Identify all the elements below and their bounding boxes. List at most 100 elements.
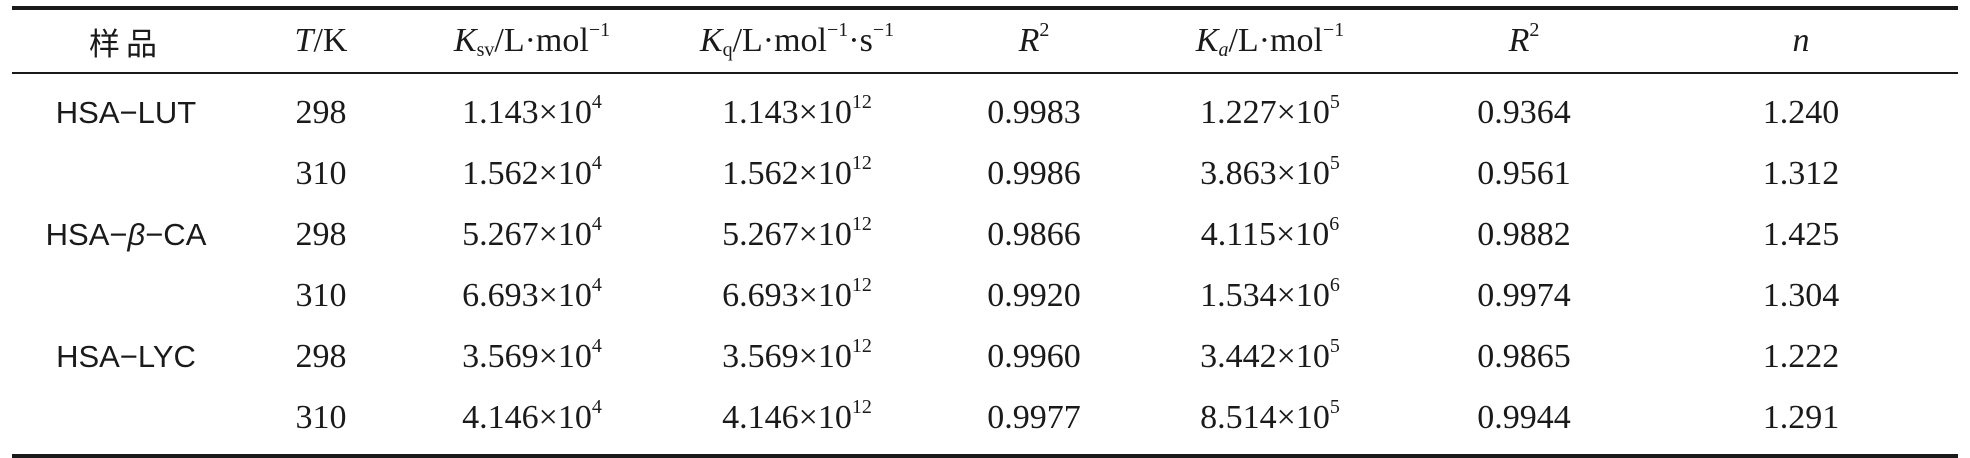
- header-r2a-exp: 2: [1039, 19, 1050, 41]
- kq-mantissa: 1.562×10: [722, 154, 852, 192]
- cell-ka: 3.442×105: [1136, 326, 1404, 387]
- header-n: n: [1644, 8, 1958, 73]
- header-n-var: n: [1792, 22, 1810, 59]
- cell-sample: [12, 265, 240, 326]
- ka-mantissa: 1.534×10: [1200, 276, 1330, 314]
- cell-ka: 1.227×105: [1136, 73, 1404, 143]
- header-sample-label: 样品: [89, 26, 163, 63]
- ksv-mantissa: 3.569×10: [462, 337, 592, 375]
- cell-ksv: 3.569×104: [402, 326, 662, 387]
- kq-exponent: 12: [851, 395, 872, 418]
- cell-ksv: 4.146×104: [402, 387, 662, 456]
- ka-mantissa: 4.115×10: [1200, 215, 1330, 253]
- cell-r2-sv: 0.9977: [987, 398, 1081, 436]
- cell-sample: [12, 143, 240, 204]
- cell-r2-a: 0.9561: [1477, 154, 1571, 192]
- kq-mantissa: 1.143×10: [722, 93, 852, 131]
- ksv-mantissa: 4.146×10: [462, 398, 592, 436]
- table-row: 310 1.562×104 1.562×1012 0.9986 3.863×10…: [12, 143, 1958, 204]
- kq-exponent: 12: [851, 151, 872, 174]
- header-ksv-var: K: [453, 22, 477, 59]
- ksv-mantissa: 1.143×10: [462, 93, 592, 131]
- ka-mantissa: 1.227×10: [1200, 93, 1330, 131]
- cell-sample: [12, 387, 240, 456]
- cell-kq: 5.267×1012: [662, 204, 932, 265]
- cell-r2-sv: 0.9920: [987, 276, 1081, 314]
- kq-mantissa: 5.267×10: [722, 215, 852, 253]
- binding-constants-table: 样品 T/K Ksv/L·mol−1 Kq/L·mol−1·s−1 R2 Ka/…: [12, 6, 1958, 458]
- table-header: 样品 T/K Ksv/L·mol−1 Kq/L·mol−1·s−1 R2 Ka/…: [12, 8, 1958, 73]
- ksv-mantissa: 1.562×10: [462, 154, 592, 192]
- header-r2b-var: R: [1508, 22, 1530, 59]
- cell-kq: 1.143×1012: [662, 73, 932, 143]
- ka-exponent: 5: [1329, 334, 1340, 357]
- kq-exponent: 12: [851, 334, 872, 357]
- cell-n: 1.304: [1762, 276, 1840, 314]
- header-ka-var: K: [1195, 22, 1219, 59]
- kq-exponent: 12: [851, 273, 872, 296]
- ksv-exponent: 4: [591, 212, 602, 235]
- cell-r2-sv: 0.9960: [987, 337, 1081, 375]
- sample-name: HSA−LUT: [55, 94, 197, 130]
- cell-kq: 3.569×1012: [662, 326, 932, 387]
- cell-r2-sv: 0.9866: [987, 215, 1081, 253]
- table-row: HSA−β−CA 298 5.267×104 5.267×1012 0.9866…: [12, 204, 1958, 265]
- kq-mantissa: 3.569×10: [722, 337, 852, 375]
- ksv-exponent: 4: [591, 334, 602, 357]
- cell-temperature: 310: [295, 398, 347, 436]
- header-r2-sv: R2: [932, 8, 1136, 73]
- cell-r2-a: 0.9974: [1477, 276, 1571, 314]
- cell-ksv: 1.143×104: [402, 73, 662, 143]
- table-row: 310 6.693×104 6.693×1012 0.9920 1.534×10…: [12, 265, 1958, 326]
- header-kq-exp2: −1: [872, 19, 895, 41]
- header-ka-sub: a: [1218, 39, 1229, 61]
- ka-mantissa: 8.514×10: [1200, 398, 1330, 436]
- header-sample: 样品: [12, 8, 240, 73]
- header-ka: Ka/L·mol−1: [1136, 8, 1404, 73]
- kq-mantissa: 4.146×10: [722, 398, 852, 436]
- ka-mantissa: 3.863×10: [1200, 154, 1330, 192]
- cell-ka: 1.534×106: [1136, 265, 1404, 326]
- cell-ksv: 6.693×104: [402, 265, 662, 326]
- ka-exponent: 5: [1329, 151, 1340, 174]
- cell-n: 1.222: [1762, 337, 1840, 375]
- cell-n: 1.291: [1762, 398, 1840, 436]
- header-temperature: T/K: [240, 8, 402, 73]
- cell-sample: HSA−LUT: [12, 73, 240, 143]
- ksv-mantissa: 6.693×10: [462, 276, 592, 314]
- ka-mantissa: 3.442×10: [1200, 337, 1330, 375]
- table-body: HSA−LUT 298 1.143×104 1.143×1012 0.9983 …: [12, 73, 1958, 456]
- cell-r2-a: 0.9944: [1477, 398, 1571, 436]
- cell-temperature: 298: [295, 215, 347, 253]
- ksv-exponent: 4: [591, 273, 602, 296]
- cell-r2-a: 0.9865: [1477, 337, 1571, 375]
- header-r2a-var: R: [1018, 22, 1040, 59]
- ksv-exponent: 4: [591, 90, 602, 113]
- cell-sample: HSA−β−CA: [12, 204, 240, 265]
- header-ksv-unit: /L·mol: [494, 22, 589, 59]
- header-r2b-exp: 2: [1529, 19, 1540, 41]
- header-t-unit: /K: [313, 22, 348, 59]
- cell-temperature: 310: [295, 276, 347, 314]
- header-kq-exp1: −1: [827, 19, 849, 41]
- ksv-exponent: 4: [591, 151, 602, 174]
- table-row: HSA−LYC 298 3.569×104 3.569×1012 0.9960 …: [12, 326, 1958, 387]
- cell-ka: 3.863×105: [1136, 143, 1404, 204]
- header-ka-unit: /L·mol: [1228, 22, 1323, 59]
- cell-n: 1.312: [1762, 154, 1840, 192]
- header-kq-unit2: ·s: [848, 22, 873, 59]
- header-ksv-sub: sv: [476, 39, 495, 61]
- header-t-var: T: [294, 22, 314, 59]
- cell-temperature: 298: [295, 93, 347, 131]
- cell-ksv: 5.267×104: [402, 204, 662, 265]
- cell-r2-a: 0.9882: [1477, 215, 1571, 253]
- table-row: 310 4.146×104 4.146×1012 0.9977 8.514×10…: [12, 387, 1958, 456]
- ka-exponent: 5: [1329, 90, 1340, 113]
- header-r2-a: R2: [1404, 8, 1644, 73]
- cell-kq: 4.146×1012: [662, 387, 932, 456]
- ka-exponent: 5: [1329, 395, 1340, 418]
- cell-ka: 4.115×106: [1136, 204, 1404, 265]
- header-ka-exp: −1: [1322, 19, 1345, 41]
- cell-kq: 6.693×1012: [662, 265, 932, 326]
- header-kq: Kq/L·mol−1·s−1: [662, 8, 932, 73]
